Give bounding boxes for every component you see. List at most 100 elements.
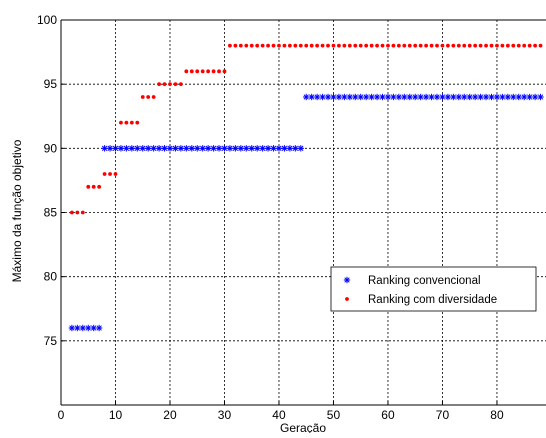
asterisk-stroke: [439, 94, 446, 100]
asterisk-stroke: [456, 94, 462, 100]
asterisk-stroke: [150, 145, 157, 151]
data-point: [277, 43, 281, 48]
data-point: [112, 145, 119, 152]
data-point: [134, 145, 141, 152]
data-point: [85, 324, 92, 332]
data-point: [537, 93, 544, 101]
data-point: [335, 93, 343, 101]
asterisk-stroke: [249, 145, 255, 151]
data-point: [97, 184, 102, 189]
data-point: [260, 43, 265, 48]
data-point: [331, 43, 336, 48]
data-point: [440, 43, 445, 48]
asterisk-stroke: [325, 94, 331, 100]
data-point: [450, 93, 457, 101]
x-tick-label: 40: [272, 408, 286, 422]
data-point: [124, 120, 129, 125]
asterisk-stroke: [423, 94, 429, 100]
data-point: [293, 43, 298, 48]
data-point: [91, 184, 96, 189]
data-point: [189, 69, 194, 74]
data-point: [435, 43, 439, 48]
asterisk-stroke: [85, 325, 91, 331]
asterisk-stroke: [505, 94, 511, 100]
data-point: [200, 69, 205, 74]
asterisk-stroke: [385, 94, 391, 100]
y-tick-label: 90: [44, 141, 58, 155]
data-point: [79, 324, 86, 332]
y-axis-label: Máximo da função objetivo: [10, 139, 24, 282]
data-point: [352, 93, 359, 101]
asterisk-stroke: [129, 145, 135, 151]
data-point: [102, 172, 107, 176]
data-point: [68, 324, 76, 332]
data-point: [151, 95, 156, 99]
data-point: [308, 93, 315, 101]
data-point: [505, 43, 510, 48]
asterisk-stroke: [407, 94, 413, 100]
x-tick-label: 10: [109, 408, 123, 422]
data-point: [184, 69, 189, 74]
data-point: [373, 93, 381, 101]
data-point: [106, 145, 114, 152]
data-point: [347, 43, 352, 48]
data-point: [526, 93, 533, 101]
series-layer: [68, 43, 544, 332]
data-point: [275, 145, 283, 152]
data-point: [346, 93, 354, 101]
data-point: [341, 93, 348, 101]
asterisk-stroke: [537, 94, 544, 100]
asterisk-stroke: [344, 277, 350, 283]
data-point: [342, 43, 347, 48]
data-point: [384, 93, 392, 101]
data-point: [418, 43, 423, 48]
data-point: [330, 93, 337, 101]
data-point: [155, 145, 163, 152]
asterisk-stroke: [488, 94, 495, 100]
data-point: [527, 43, 532, 48]
data-point: [446, 43, 450, 48]
asterisk-stroke: [210, 145, 217, 151]
asterisk-stroke: [287, 145, 293, 151]
asterisk-stroke: [401, 94, 407, 100]
asterisk-stroke: [358, 94, 364, 100]
data-point: [364, 43, 369, 48]
asterisk-stroke: [194, 145, 200, 151]
x-axis-label: Geração: [280, 421, 326, 433]
data-point: [362, 93, 370, 101]
data-point: [303, 93, 310, 101]
data-point: [211, 69, 216, 74]
data-point: [90, 324, 97, 332]
data-point: [195, 69, 200, 74]
data-point: [324, 93, 332, 101]
x-tick-label: 20: [163, 408, 177, 422]
asterisk-stroke: [390, 94, 397, 100]
asterisk-stroke: [270, 145, 277, 151]
data-point: [194, 145, 201, 152]
asterisk-stroke: [336, 94, 342, 100]
data-point: [226, 145, 234, 152]
data-point: [270, 145, 277, 152]
data-point: [455, 93, 463, 101]
data-point: [428, 93, 435, 101]
asterisk-stroke: [521, 94, 527, 100]
asterisk-stroke: [298, 145, 304, 151]
legend: Ranking convencional Ranking com diversid…: [330, 266, 537, 312]
data-point: [210, 145, 217, 152]
asterisk-stroke: [172, 145, 179, 151]
data-point: [166, 145, 174, 152]
data-point: [368, 93, 375, 101]
y-tick-label: 100: [37, 13, 57, 27]
asterisk-stroke: [69, 325, 75, 331]
asterisk-stroke: [276, 145, 282, 151]
data-point: [249, 43, 254, 48]
data-point: [386, 43, 390, 48]
legend-marker: [343, 276, 351, 284]
data-point: [396, 43, 401, 48]
data-point: [417, 93, 424, 101]
data-point: [253, 145, 261, 152]
asterisk-stroke: [189, 145, 195, 151]
data-point: [74, 324, 81, 332]
asterisk-stroke: [183, 145, 189, 151]
data-point: [516, 43, 521, 48]
